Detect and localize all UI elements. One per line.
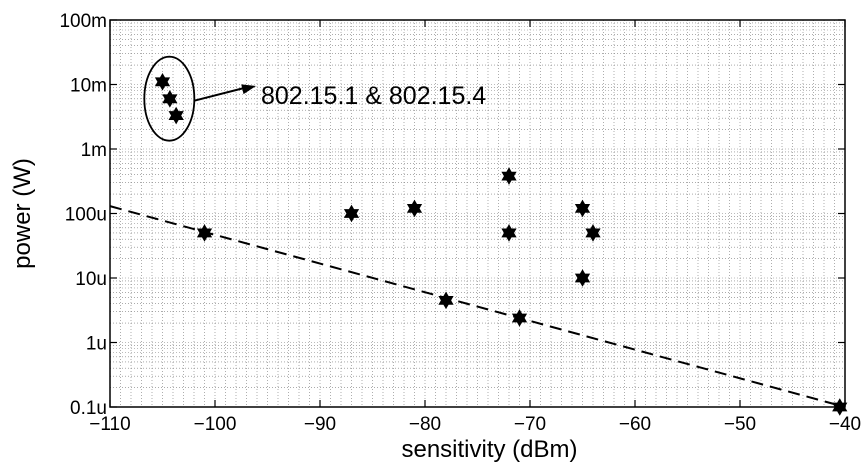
y-tick-label: 100u: [65, 205, 107, 226]
data-point: [196, 224, 213, 242]
data-point: [501, 224, 517, 242]
data-point: [585, 224, 601, 242]
x-tick-label: −60: [619, 414, 651, 435]
annotation-ellipse: [143, 55, 196, 142]
data-point: [343, 204, 360, 223]
x-tick-label: −90: [304, 414, 336, 435]
data-point: [832, 398, 848, 416]
annotation-arrow-head: [241, 84, 256, 95]
x-tick-label: −80: [409, 414, 441, 435]
annotation-arrow-line: [194, 86, 249, 102]
annotation-label: 802.15.1 & 802.15.4: [261, 82, 486, 110]
x-tick-label: −70: [514, 414, 546, 435]
y-tick-label: 100m: [59, 11, 107, 32]
data-point: [162, 90, 178, 108]
x-tick-label: −110: [89, 414, 130, 435]
y-axis-label: power (W): [9, 158, 36, 269]
data-point: [154, 73, 171, 91]
grid-lines: [109, 20, 846, 408]
data-point: [406, 199, 423, 218]
data-point: [574, 269, 591, 287]
data-markers: [154, 73, 848, 416]
x-tick-label: −50: [724, 414, 756, 435]
data-point: [511, 309, 528, 327]
y-tick-label: 10u: [75, 269, 107, 290]
x-tick-label: −40: [829, 414, 861, 435]
x-tick-labels: −110 −100 −90 −80 −70 −60 −50 −40: [89, 414, 861, 435]
y-tick-labels: 0.1u 1u 10u 100u 1m 10m 100m: [59, 11, 107, 419]
data-point: [574, 199, 591, 218]
y-tick-label: 1u: [86, 334, 107, 355]
data-point: [438, 291, 454, 310]
x-tick-label: −100: [194, 414, 237, 435]
data-point: [168, 106, 184, 125]
x-axis-label: sensitivity (dBm): [401, 436, 577, 463]
y-tick-label: 10m: [70, 76, 107, 97]
y-tick-label: 0.1u: [70, 398, 107, 419]
y-tick-label: 1m: [81, 140, 107, 161]
data-point: [501, 167, 517, 185]
axis-ticks: [109, 19, 846, 408]
dashed-fit-line: [109, 205, 846, 408]
